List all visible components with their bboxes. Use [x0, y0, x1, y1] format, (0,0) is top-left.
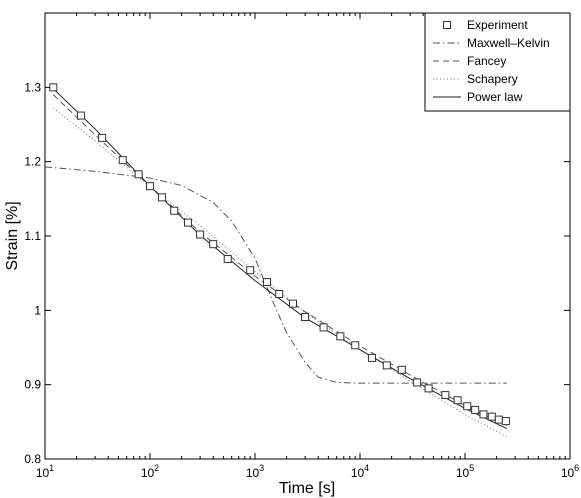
experiment-marker: [319, 323, 328, 332]
experiment-marker: [479, 410, 488, 419]
experiment-marker: [301, 313, 310, 322]
experiment-marker: [262, 278, 271, 287]
y-axis-title: Strain [%]: [4, 201, 21, 270]
legend: Experiment Maxwell–Kelvin Fancey Schapery Po…: [424, 12, 571, 112]
x-tick-label: 101: [36, 463, 54, 480]
x-tick-label: 105: [456, 463, 474, 480]
x-tick-label: 106: [561, 463, 579, 480]
experiment-marker: [441, 391, 450, 400]
x-tick-label: 102: [141, 463, 159, 480]
experiment-marker: [223, 255, 232, 264]
experiment-marker: [413, 378, 422, 387]
experiment-marker: [336, 332, 345, 341]
experiment-marker: [424, 384, 433, 393]
experiment-marker: [209, 240, 218, 249]
y-tick-label: 1.3: [24, 80, 41, 94]
experiment-marker: [76, 111, 85, 120]
experiment-marker: [134, 170, 143, 179]
experiment-marker: [118, 156, 127, 165]
experiment-marker: [471, 405, 480, 414]
legend-label: Experiment: [467, 18, 528, 32]
x-axis-title: Time [s]: [279, 480, 335, 497]
y-tick-label: 1: [34, 303, 41, 317]
experiment-marker: [196, 230, 205, 239]
legend-label: Power law: [467, 90, 523, 104]
legend-box: [424, 12, 571, 112]
experiment-marker: [288, 299, 297, 308]
experiment-marker: [146, 182, 154, 191]
experiment-marker: [463, 402, 472, 411]
experiment-marker: [246, 266, 255, 275]
tick-labels: 101 102 103 104 105 106 0.8 0.9 1 1.1 1.2 1.3: [24, 80, 579, 480]
y-tick-label: 0.9: [24, 378, 41, 392]
series-line-dash-dot: [44, 166, 507, 384]
y-tick-label: 1.1: [24, 229, 41, 243]
experiment-marker: [183, 218, 192, 227]
experiment-marker: [49, 83, 58, 92]
experiment-marker: [367, 353, 376, 362]
legend-sample: [443, 21, 451, 29]
experiment-marker: [275, 289, 284, 298]
experiment-marker: [453, 396, 462, 405]
y-tick-label: 0.8: [24, 452, 41, 466]
experiment-marker: [157, 193, 166, 202]
experiment-marker: [494, 415, 503, 424]
legend-label: Maxwell–Kelvin: [467, 36, 550, 50]
experiment-marker: [397, 365, 406, 374]
experiment-marker: [98, 133, 107, 142]
experiment-marker: [487, 412, 496, 421]
legend-label: Schapery: [467, 72, 518, 86]
experiment-marker: [351, 341, 360, 350]
x-tick-label: 103: [246, 463, 264, 480]
series-layer: [44, 83, 510, 438]
x-tick-label: 104: [351, 463, 369, 480]
legend-label: Fancey: [467, 54, 506, 68]
y-tick-label: 1.2: [24, 155, 41, 169]
experiment-marker: [382, 361, 391, 370]
experiment-marker: [170, 206, 179, 215]
experiment-marker: [501, 417, 510, 426]
